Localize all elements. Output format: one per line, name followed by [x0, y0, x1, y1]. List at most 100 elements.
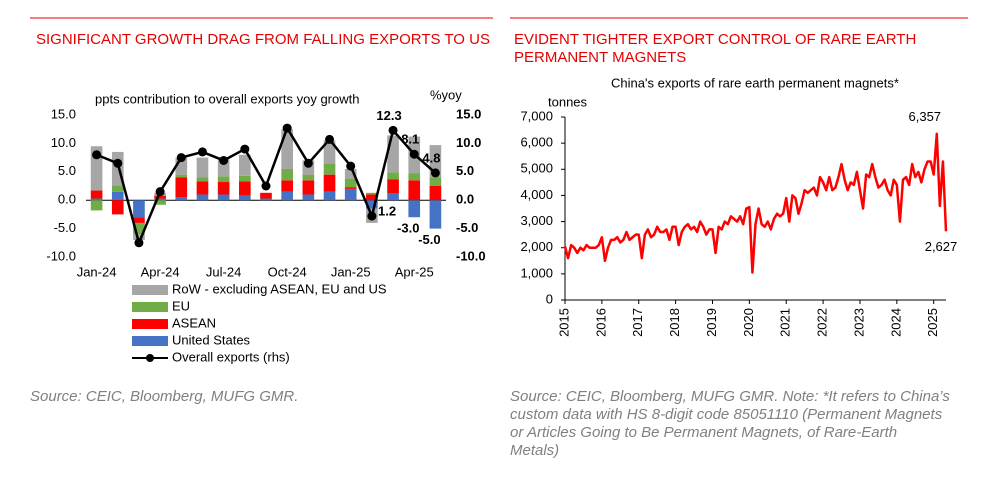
legend-marker	[146, 354, 154, 362]
bar-segment	[175, 157, 188, 175]
data-label: -3.0	[397, 221, 419, 236]
y-tick-label: -5.0	[54, 220, 76, 235]
x-tick-label: 2023	[851, 308, 866, 337]
bar-segment	[175, 197, 188, 201]
x-tick-label: Jul-24	[206, 264, 241, 279]
bar-segment	[366, 192, 378, 195]
line-marker	[176, 153, 186, 163]
bar-segment	[281, 168, 293, 181]
x-tick-label: 2018	[667, 308, 682, 337]
y-tick-label: 1,000	[520, 265, 553, 280]
line-marker	[303, 158, 313, 168]
bar-segment	[175, 174, 188, 178]
bar-segment	[429, 200, 442, 229]
line-marker	[388, 125, 398, 135]
bar-segment	[154, 195, 166, 199]
bar-segment	[408, 200, 421, 218]
bar-segment	[239, 154, 251, 176]
chart-subtitle: China's exports of rare earth permanent …	[611, 75, 899, 90]
bar-segment	[429, 145, 442, 178]
y-tick-label: -10.0	[46, 248, 76, 263]
data-label: -5.0	[418, 232, 440, 247]
line-marker	[155, 187, 165, 197]
bar-segment	[344, 168, 357, 179]
bar-segment	[281, 191, 293, 201]
bar-segment	[281, 180, 293, 192]
legend-swatch	[132, 319, 168, 329]
source: Source: CEIC, Bloomberg, MUFG GMR.	[30, 388, 299, 405]
bar-segment	[154, 200, 166, 205]
bar-segment	[217, 159, 230, 177]
data-label: 6,357	[909, 109, 942, 124]
bar-segment	[217, 194, 230, 201]
bar-segment	[217, 182, 230, 195]
bar-segment	[239, 175, 251, 182]
x-tick-label: Oct-24	[268, 264, 307, 279]
y-tick-label: 0.0	[58, 192, 76, 207]
line-marker	[325, 134, 335, 144]
bar-segment	[133, 234, 145, 240]
x-tick-label: 2017	[630, 308, 645, 337]
x-tick-label: 2024	[888, 308, 903, 337]
line-marker	[92, 150, 102, 160]
legend-label: United States	[172, 332, 251, 347]
chart-title: SIGNIFICANT GROWTH DRAG FROM FALLING EXP…	[36, 31, 490, 48]
bar-segment	[387, 135, 399, 173]
bar-segment	[429, 186, 442, 201]
bar-segment	[111, 151, 124, 186]
bar-segment	[387, 172, 399, 180]
bar-segment	[175, 177, 188, 198]
line	[563, 132, 948, 274]
y-tick-label: 5,000	[520, 161, 553, 176]
bar-segment	[90, 198, 103, 201]
y2-tick-label: 10.0	[456, 135, 481, 150]
y2-tick-label: 15.0	[456, 106, 481, 121]
bar-segment	[90, 146, 103, 191]
legend-swatch	[132, 302, 168, 312]
y-tick-label: 6,000	[520, 135, 553, 150]
y-tick-label: 7,000	[520, 108, 553, 123]
bar-segment	[111, 191, 124, 201]
data-label: 12.3	[376, 108, 401, 123]
data-label: 1.2	[378, 204, 396, 219]
x-tick-label: 2019	[704, 308, 719, 337]
y-tick-label: 15.0	[51, 106, 76, 121]
bar-segment	[133, 222, 145, 235]
line-marker	[409, 149, 419, 159]
bar-segment	[111, 186, 124, 192]
bar-segment	[260, 192, 272, 199]
bar-segment	[408, 173, 421, 181]
bar-segment	[239, 195, 251, 201]
bar-segment	[429, 177, 442, 186]
x-tick-label: 2021	[778, 308, 793, 337]
x-tick-label: 2025	[925, 308, 940, 337]
line-marker	[219, 155, 229, 165]
y2-tick-label: 0.0	[456, 192, 474, 207]
y2-tick-label: -5.0	[456, 220, 478, 235]
bar-segment	[387, 193, 399, 201]
line-marker	[113, 158, 123, 168]
line-marker	[346, 161, 356, 171]
y-axis-label: ppts contribution to overall exports yoy…	[95, 91, 359, 106]
x-tick-label: Apr-25	[395, 264, 434, 279]
bar-segment	[90, 190, 103, 199]
line-marker	[430, 168, 440, 178]
x-tick-label: 2016	[593, 308, 608, 337]
bar-segment	[344, 178, 357, 188]
x-tick-label: Apr-24	[141, 264, 180, 279]
y-tick-label: 10.0	[51, 135, 76, 150]
y-tick-label: 5.0	[58, 163, 76, 178]
bar-segment	[133, 217, 145, 223]
y-tick-label: 4,000	[520, 187, 553, 202]
source: Source: CEIC, Bloomberg, MUFG GMR. Note:…	[510, 388, 950, 459]
bar-segment	[323, 174, 336, 192]
bar-segment	[196, 194, 209, 201]
y-tick-label: 3,000	[520, 213, 553, 228]
bar-segment	[239, 181, 251, 196]
x-tick-label: 2020	[741, 308, 756, 337]
legend-label: EU	[172, 298, 190, 313]
y-tick-label: 2,000	[520, 239, 553, 254]
legend-label: Overall exports (rhs)	[172, 349, 290, 364]
bar-segment	[196, 181, 209, 195]
